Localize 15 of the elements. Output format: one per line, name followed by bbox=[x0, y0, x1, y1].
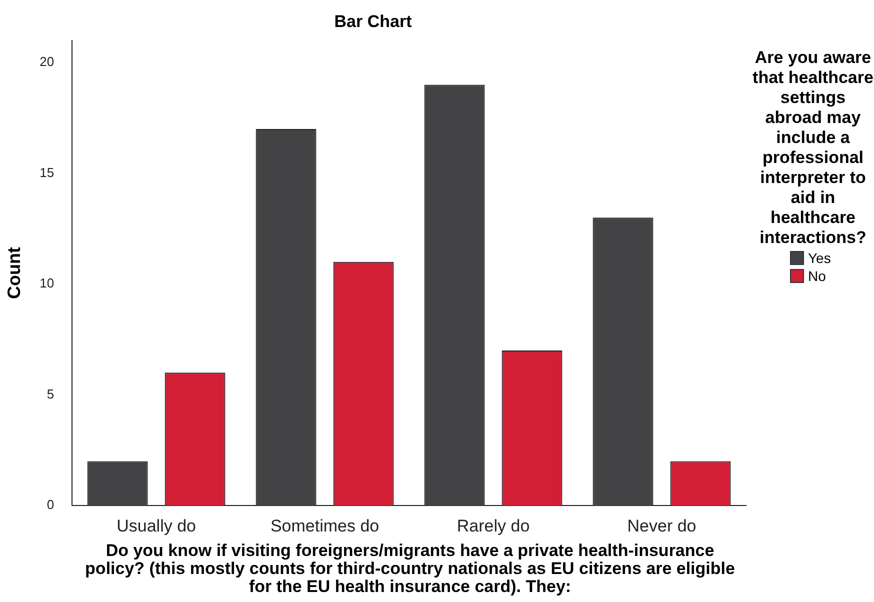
x-tick-label: Sometimes do bbox=[270, 516, 380, 536]
legend-label: No bbox=[808, 268, 826, 284]
y-tick-label: 10 bbox=[40, 276, 54, 291]
x-tick-label: Rarely do bbox=[456, 516, 530, 536]
y-tick-label: 5 bbox=[46, 386, 54, 402]
legend-label: Yes bbox=[808, 250, 831, 266]
x-tick-label: Never do bbox=[627, 516, 696, 536]
y-tick-label: 20 bbox=[40, 54, 54, 70]
y-axis-title: Count bbox=[4, 247, 24, 299]
text: Are you aware that healthcare settings abroad may include a professional interpreter to aid in healthcare interactions? bbox=[752, 48, 874, 247]
x-axis-title: Do you know if visiting foreigners/migrants have a private health-insurance policy? (this mostly counts for third-country nationals as EU citizens are eligible for the EU health insurance card). They: bbox=[84, 541, 736, 596]
chart-title: Bar Chart bbox=[334, 12, 412, 31]
y-tick-label: 0 bbox=[46, 497, 54, 512]
x-tick-label: Usually do bbox=[116, 516, 196, 536]
y-tick-label: 15 bbox=[40, 164, 54, 180]
